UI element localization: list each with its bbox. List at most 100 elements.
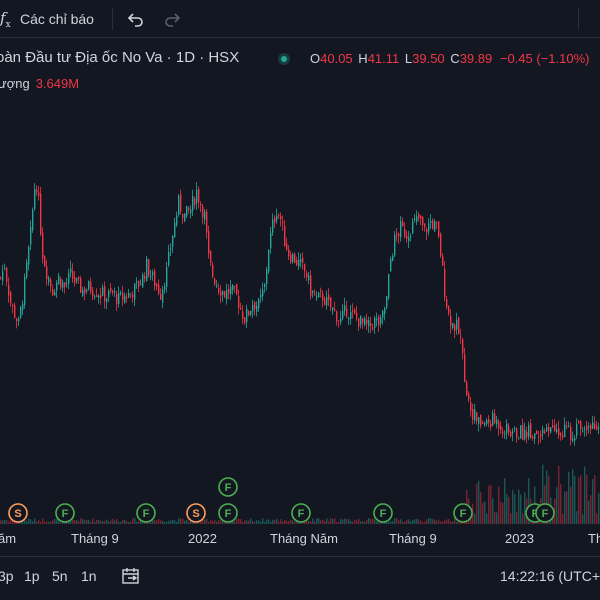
- candle: [554, 419, 556, 432]
- volume-bar: [108, 521, 110, 524]
- go-to-date-icon[interactable]: [120, 565, 142, 587]
- marker-letter: F: [62, 508, 69, 520]
- axis-label: Tháng 9: [71, 531, 119, 546]
- volume-bar: [392, 521, 394, 524]
- candle: [522, 418, 524, 441]
- candle: [168, 244, 170, 268]
- volume-bar: [334, 518, 336, 524]
- volume-bar: [562, 513, 564, 524]
- volume-bar: [578, 477, 580, 524]
- candle: [176, 211, 178, 228]
- candle: [228, 284, 230, 300]
- dividend-marker[interactable]: S: [8, 503, 28, 523]
- volume-bar: [168, 520, 170, 524]
- volume-bar: [280, 519, 282, 524]
- range-1p-button[interactable]: 1p: [24, 568, 40, 584]
- earnings-marker[interactable]: F: [218, 503, 238, 523]
- redo-icon[interactable]: [162, 8, 184, 30]
- candle: [172, 234, 174, 253]
- candle: [84, 286, 86, 301]
- volume-bar: [210, 520, 212, 524]
- candle: [254, 301, 256, 316]
- volume-bar: [88, 520, 90, 524]
- candle: [248, 310, 250, 317]
- volume-bar: [320, 520, 322, 524]
- volume-bar: [376, 521, 378, 524]
- earnings-marker[interactable]: F: [218, 477, 238, 497]
- candle: [448, 305, 450, 317]
- volume-bar: [260, 521, 262, 524]
- candle: [446, 295, 448, 310]
- time-axis[interactable]: ăm Tháng 9 2022 Tháng Năm Tháng 9 2023 T…: [0, 531, 600, 551]
- volume-bar: [10, 519, 12, 524]
- candle: [296, 256, 298, 267]
- marker-letter: F: [225, 482, 232, 494]
- marker-letter: F: [532, 508, 539, 520]
- clock-display[interactable]: 14:22:16 (UTC+: [500, 568, 600, 584]
- candle: [102, 284, 104, 297]
- volume-bar: [546, 470, 548, 524]
- range-1n-button[interactable]: 1n: [81, 568, 97, 584]
- candle: [48, 275, 50, 286]
- volume-bar: [80, 518, 82, 524]
- candle: [552, 419, 554, 429]
- volume-bar: [276, 518, 278, 524]
- candle: [82, 286, 84, 298]
- volume-bar: [512, 490, 514, 524]
- market-status-icon[interactable]: [278, 53, 290, 65]
- undo-icon[interactable]: [124, 8, 146, 30]
- symbol-title[interactable]: oàn Đầu tư Địa ốc No Va · 1D · HSX: [0, 49, 240, 66]
- volume-bar: [288, 520, 290, 524]
- candle: [74, 271, 76, 287]
- candle: [34, 183, 36, 211]
- volume-bar: [480, 491, 482, 524]
- volume-bar: [178, 518, 180, 524]
- volume-bar: [484, 501, 486, 524]
- volume-bar: [440, 521, 442, 524]
- candle: [412, 218, 414, 235]
- candle: [236, 283, 238, 296]
- candle: [526, 426, 528, 444]
- indicators-button[interactable]: Các chỉ báo: [20, 11, 94, 27]
- candle: [316, 290, 318, 302]
- axis-label: 2023: [505, 531, 534, 546]
- candle: [80, 275, 82, 293]
- volume-bar: [26, 521, 28, 524]
- earnings-marker[interactable]: F: [136, 503, 156, 523]
- bottom-toolbar: 3p 1p 5n 1n 14:22:16 (UTC+: [0, 556, 600, 600]
- volume-bar: [12, 520, 14, 524]
- range-3p-button[interactable]: 3p: [0, 568, 14, 584]
- dividend-marker[interactable]: S: [186, 503, 206, 523]
- volume-bar: [350, 520, 352, 524]
- candle: [550, 427, 552, 434]
- volume-bar: [54, 518, 56, 524]
- candle: [350, 305, 352, 325]
- volume-bar: [358, 518, 360, 524]
- earnings-marker[interactable]: F: [55, 503, 75, 523]
- volume-bar: [592, 479, 594, 524]
- volume-bar: [448, 519, 450, 524]
- earnings-marker[interactable]: F: [535, 503, 555, 523]
- function-icon[interactable]: fx: [0, 9, 11, 30]
- earnings-marker[interactable]: F: [373, 503, 393, 523]
- candle: [372, 323, 374, 331]
- volume-bar: [216, 521, 218, 524]
- candle: [192, 189, 194, 217]
- volume-bar: [406, 519, 408, 524]
- price-chart[interactable]: S F F S FFF F F F F: [0, 90, 600, 530]
- candle: [290, 250, 292, 264]
- candle: [404, 222, 406, 239]
- volume-bar: [132, 518, 134, 524]
- candle: [260, 288, 262, 303]
- earnings-marker[interactable]: F: [291, 503, 311, 523]
- high-value: 41.11: [367, 51, 400, 66]
- range-5n-button[interactable]: 5n: [52, 568, 68, 584]
- candle: [540, 430, 542, 443]
- volume-bar: [558, 466, 560, 524]
- volume-bar: [0, 520, 2, 524]
- candle: [528, 421, 530, 441]
- earnings-marker[interactable]: F: [453, 503, 473, 523]
- candle: [354, 308, 356, 315]
- volume-bar: [560, 484, 562, 524]
- volume-bar: [456, 521, 458, 524]
